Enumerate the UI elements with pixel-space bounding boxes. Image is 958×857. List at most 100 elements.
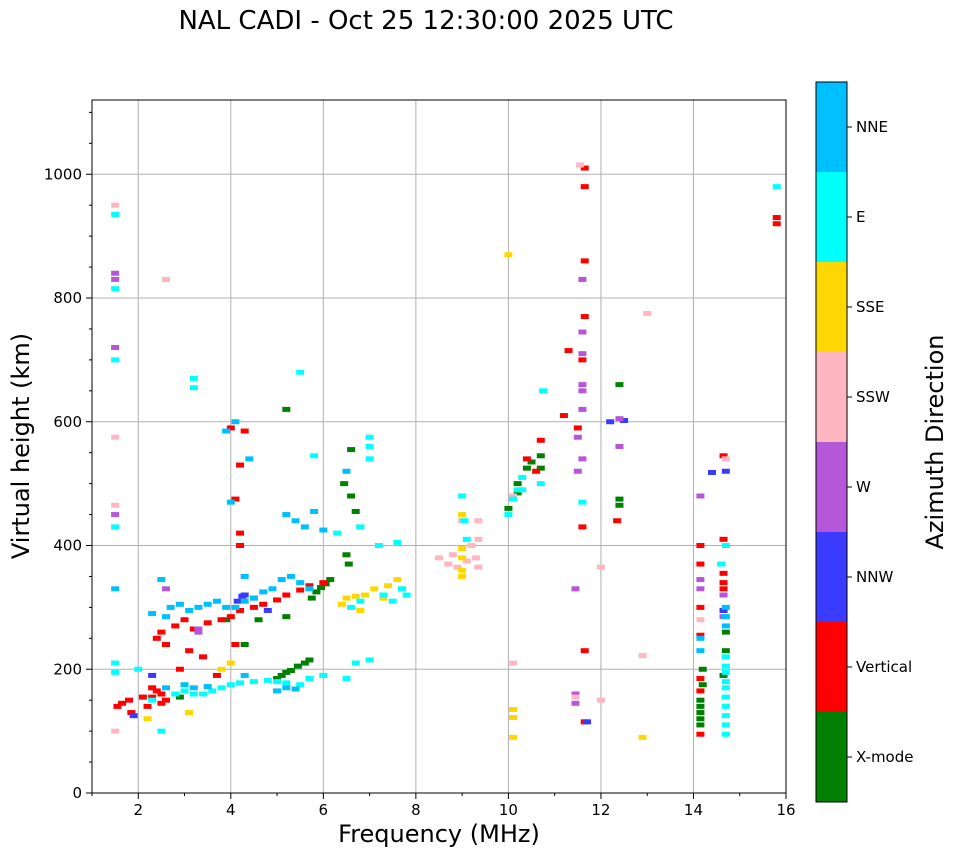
data-point [134, 666, 143, 672]
data-point [696, 722, 705, 728]
data-point [199, 691, 208, 697]
data-point [578, 276, 587, 282]
data-point [231, 642, 240, 647]
data-point [162, 276, 171, 282]
data-point [474, 536, 483, 542]
data-point [254, 617, 263, 623]
colorbar-tick-label: NNW [856, 568, 893, 586]
data-point [384, 583, 393, 589]
data-point [175, 666, 184, 672]
data-point [351, 660, 360, 666]
data-point [388, 598, 397, 604]
data-point [111, 660, 120, 666]
data-point [249, 604, 258, 610]
data-point [127, 710, 136, 716]
data-point [696, 543, 705, 548]
data-point [509, 660, 518, 666]
chart-title: NAL CADI - Oct 25 12:30:00 2025 UTC [178, 6, 674, 36]
colorbar-segment [816, 622, 847, 712]
data-point [189, 685, 198, 691]
data-point [696, 688, 705, 694]
x-tick-label: 10 [499, 801, 518, 819]
data-point [580, 258, 589, 264]
data-point [578, 524, 587, 530]
data-point [772, 221, 781, 227]
data-point [696, 710, 705, 716]
colorbar-tick-label: W [856, 478, 871, 496]
data-point [185, 607, 194, 613]
data-point [344, 561, 353, 567]
data-point [571, 694, 580, 700]
colorbar-segment [816, 712, 847, 802]
data-point [365, 434, 374, 440]
data-point [578, 357, 587, 363]
data-point [291, 518, 300, 524]
data-point [162, 586, 171, 592]
data-point [356, 598, 365, 604]
data-point [474, 564, 483, 570]
data-point [721, 456, 730, 462]
data-point [282, 680, 291, 686]
data-point [698, 666, 707, 672]
data-point [113, 703, 122, 709]
data-point [259, 589, 268, 595]
data-point [458, 493, 467, 499]
data-point [719, 570, 728, 576]
data-point [721, 703, 730, 709]
data-point [240, 598, 249, 604]
data-point [719, 672, 728, 678]
data-point [615, 416, 624, 422]
data-point [518, 474, 527, 480]
data-point [509, 715, 518, 721]
colorbar-segment [816, 442, 847, 532]
data-point [233, 598, 242, 604]
data-point [189, 691, 198, 697]
data-point [721, 604, 730, 610]
data-point [212, 672, 221, 678]
data-point [143, 703, 152, 709]
data-point [458, 573, 467, 579]
data-point [125, 697, 134, 703]
data-point [157, 728, 166, 734]
data-point [721, 663, 730, 669]
data-point [319, 580, 328, 586]
data-point [226, 660, 235, 666]
data-point [148, 694, 157, 700]
data-point [719, 580, 728, 586]
data-point [326, 577, 335, 583]
data-point [312, 589, 321, 595]
data-point [162, 685, 171, 691]
data-point [638, 653, 647, 659]
data-point [148, 611, 157, 617]
data-point [148, 672, 157, 678]
data-point [444, 561, 453, 567]
data-point [578, 388, 587, 394]
data-point [513, 487, 522, 493]
data-point [111, 276, 120, 282]
data-point [171, 623, 180, 629]
data-point [222, 604, 231, 610]
data-point [721, 614, 730, 620]
data-point [194, 629, 203, 635]
data-point [111, 202, 120, 208]
data-point [721, 468, 730, 474]
colorbar-segment [816, 172, 847, 262]
colorbar-tick-label: SSE [856, 298, 885, 316]
data-point [365, 456, 374, 462]
data-point [347, 493, 356, 499]
data-marks [111, 162, 781, 740]
data-point [571, 700, 580, 706]
data-point [532, 468, 541, 474]
data-point [180, 682, 189, 688]
data-point [509, 496, 518, 502]
data-point [259, 601, 268, 607]
data-point [152, 688, 161, 694]
data-point [231, 604, 240, 610]
data-point [539, 388, 548, 394]
data-point [236, 462, 245, 468]
data-point [606, 419, 615, 425]
data-point [578, 329, 587, 335]
data-point [696, 632, 705, 638]
data-point [157, 577, 166, 583]
